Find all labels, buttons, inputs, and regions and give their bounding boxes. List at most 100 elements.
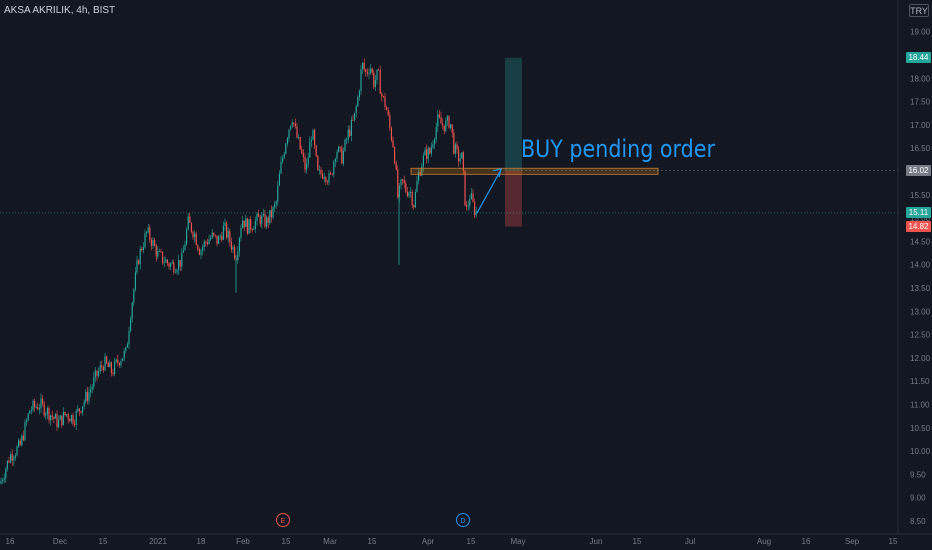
- candle-body: [104, 356, 106, 371]
- candle-body: [214, 234, 216, 236]
- candle-body: [22, 435, 24, 441]
- candle-body: [200, 250, 202, 255]
- candle-body: [256, 213, 258, 221]
- candle-body: [144, 233, 146, 248]
- candle-body: [133, 289, 135, 303]
- candle-body: [128, 330, 130, 345]
- y-tick-label: 8.50: [910, 517, 926, 526]
- candle-body: [405, 183, 407, 192]
- candle-body: [362, 62, 364, 70]
- candle-body: [456, 144, 458, 150]
- time-axis[interactable]: 16 Dec 15 2021 18 Feb 15 Mar 15 Apr 15 May Jun 15 Jul A…: [0, 533, 932, 546]
- candle-body: [59, 415, 61, 421]
- candle-body: [368, 72, 370, 74]
- candle-body: [174, 272, 176, 273]
- candle-body: [322, 174, 324, 179]
- candle-body: [221, 236, 223, 240]
- candle-body: [414, 192, 416, 208]
- annotation-text[interactable]: BUY pending order: [521, 135, 715, 163]
- candle-body: [330, 173, 332, 175]
- candle-body: [302, 153, 304, 158]
- y-tick-label: 14.50: [910, 237, 931, 246]
- candle-body: [102, 367, 104, 371]
- candle-body: [291, 122, 293, 126]
- candle-body: [26, 420, 28, 423]
- candle-body: [381, 93, 383, 97]
- candle-body: [474, 201, 476, 215]
- candle-body: [411, 192, 413, 206]
- y-tick-label: 11.00: [910, 401, 930, 410]
- candle-body: [149, 227, 151, 240]
- candle-body: [371, 68, 373, 73]
- candle-body: [240, 228, 242, 239]
- candle-body: [427, 148, 429, 159]
- candle-body: [184, 244, 186, 251]
- candle-body: [286, 138, 288, 144]
- candle-body: [472, 193, 474, 202]
- candle-body: [355, 106, 357, 113]
- candle-body: [216, 235, 218, 244]
- candle-body: [280, 161, 282, 174]
- candle-body: [61, 415, 63, 425]
- candle-body: [134, 272, 136, 290]
- candle-body: [24, 422, 26, 441]
- event-marker-circle[interactable]: [456, 513, 470, 527]
- candle-body: [299, 137, 301, 150]
- event-marker-circle[interactable]: [276, 513, 290, 527]
- candle-body: [222, 225, 224, 240]
- candle-body: [342, 150, 344, 164]
- candle-body: [373, 72, 375, 87]
- candle-body: [464, 170, 466, 206]
- candle-body: [277, 185, 279, 202]
- candle-body: [349, 129, 351, 137]
- candle-body: [469, 199, 471, 206]
- candle-body: [275, 201, 277, 205]
- candle-body: [421, 166, 423, 176]
- event-marker-label: E: [281, 518, 286, 525]
- candle-body: [2, 480, 4, 482]
- candle-body: [403, 179, 405, 184]
- candle-body: [11, 454, 13, 461]
- candle-body: [154, 240, 156, 246]
- price-axis[interactable]: 8.50 9.00 9.50 10.00 10.50 11.00 11.50 12.00 12.…: [897, 0, 931, 535]
- candle-body: [203, 241, 205, 248]
- candle-body: [218, 236, 220, 244]
- candle-body: [347, 129, 349, 140]
- candle-body: [158, 251, 160, 252]
- candle-body: [227, 231, 229, 238]
- projection-arrow-head: [492, 168, 502, 178]
- candle-body: [58, 420, 60, 428]
- x-tick-label: Mar: [323, 537, 337, 546]
- candle-body: [395, 162, 397, 170]
- candle-body: [253, 228, 255, 230]
- candle-body: [168, 263, 170, 267]
- candle-body: [392, 140, 394, 148]
- candle-body: [131, 302, 133, 319]
- candle-body: [285, 143, 287, 154]
- candle-body: [448, 116, 450, 128]
- candle-body: [354, 112, 356, 120]
- candle-body: [10, 454, 12, 463]
- candle-body: [34, 400, 36, 408]
- candle-body: [462, 152, 464, 171]
- y-tick-label: 10.50: [910, 424, 931, 433]
- event-marker-label: D: [460, 518, 465, 525]
- candle-body: [35, 407, 37, 408]
- candle-body: [325, 177, 327, 182]
- candle-body: [16, 446, 18, 456]
- candle-body: [390, 127, 392, 141]
- candle-body: [333, 161, 335, 175]
- candle-body: [206, 242, 208, 244]
- currency-badge[interactable]: TRY: [909, 4, 929, 17]
- candle-body: [298, 137, 300, 138]
- candle-body: [238, 238, 240, 252]
- candle-body: [182, 250, 184, 253]
- candle-body: [234, 247, 236, 259]
- candle-body: [258, 213, 260, 217]
- candle-body: [408, 192, 410, 197]
- candle-body: [88, 392, 90, 401]
- candle-body: [210, 237, 212, 240]
- y-tick-label: 12.00: [910, 354, 931, 363]
- candle-body: [139, 249, 141, 265]
